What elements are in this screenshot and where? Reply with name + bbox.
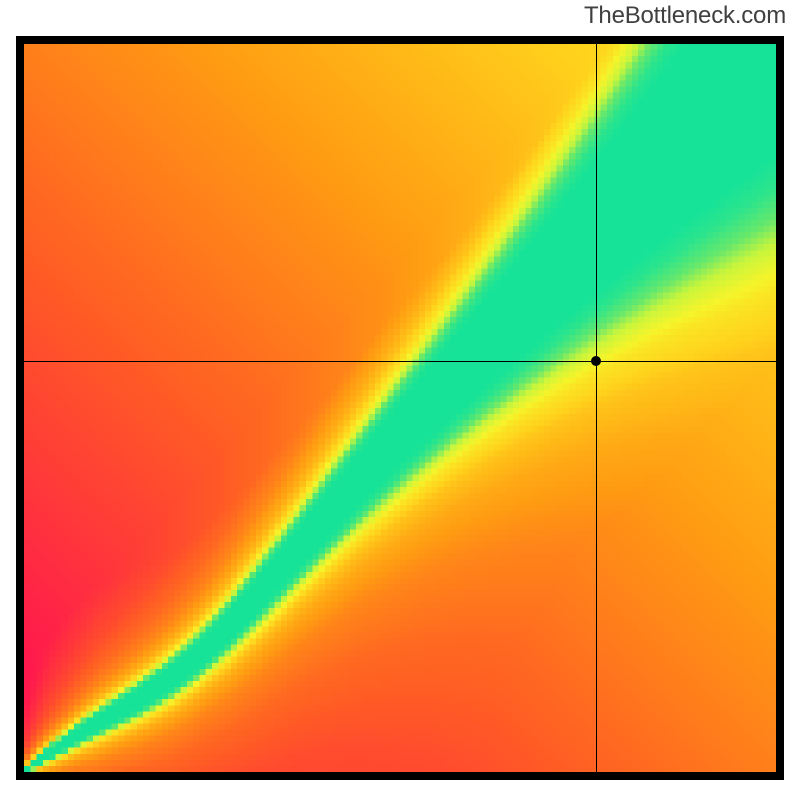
crosshair-horizontal [24,361,776,362]
heatmap-canvas [24,44,776,772]
plot-frame [16,36,784,780]
crosshair-vertical [596,44,597,772]
plot-area [24,44,776,772]
marker-dot [591,356,601,366]
watermark-text: TheBottleneck.com [584,2,786,30]
